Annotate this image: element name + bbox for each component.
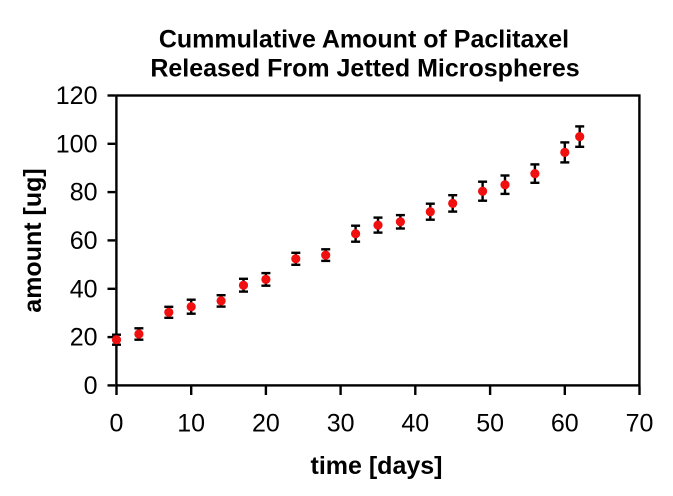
svg-text:100: 100 xyxy=(56,130,98,158)
svg-text:60: 60 xyxy=(551,410,579,438)
svg-text:Released From Jetted Microsphe: Released From Jetted Microspheres xyxy=(150,55,579,83)
svg-text:0: 0 xyxy=(84,372,98,400)
svg-text:10: 10 xyxy=(177,410,205,438)
svg-text:20: 20 xyxy=(70,324,98,352)
svg-text:70: 70 xyxy=(626,410,654,438)
svg-text:80: 80 xyxy=(70,179,98,207)
svg-text:20: 20 xyxy=(252,410,280,438)
svg-text:30: 30 xyxy=(327,410,355,438)
svg-text:50: 50 xyxy=(476,410,504,438)
svg-text:40: 40 xyxy=(70,275,98,303)
svg-text:Cummulative Amount of Paclitax: Cummulative Amount of Paclitaxel xyxy=(159,26,569,54)
svg-text:time [days]: time [days] xyxy=(311,452,443,480)
svg-text:0: 0 xyxy=(110,410,124,438)
svg-text:120: 120 xyxy=(56,82,98,110)
svg-text:amount [ug]: amount [ug] xyxy=(19,168,47,312)
svg-text:40: 40 xyxy=(401,410,429,438)
svg-text:60: 60 xyxy=(70,227,98,255)
